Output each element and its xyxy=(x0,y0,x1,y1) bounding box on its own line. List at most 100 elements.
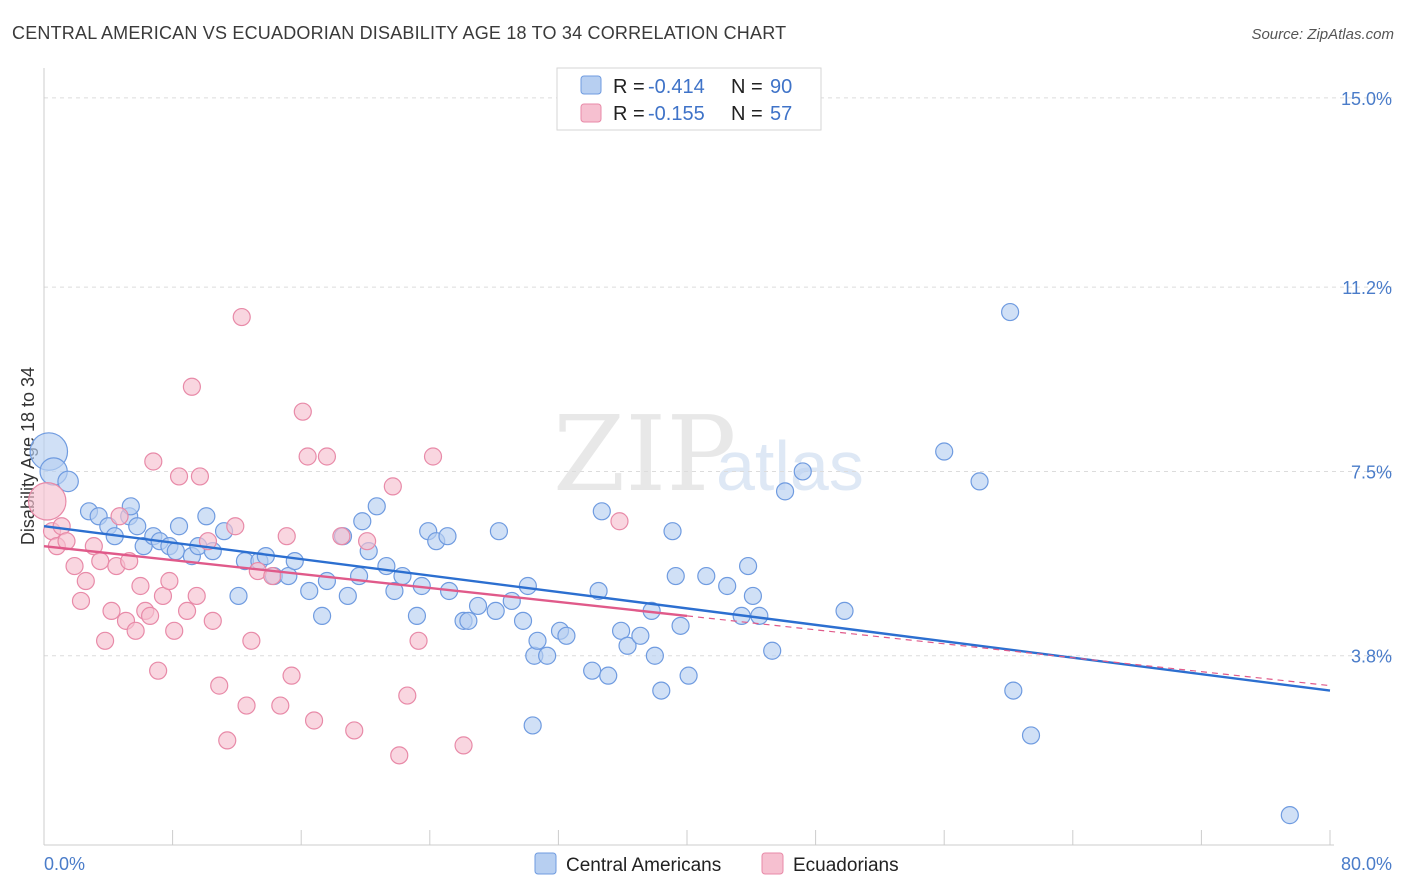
point-ecuadorian xyxy=(140,606,160,625)
trend-line-ecuadorians xyxy=(43,544,688,618)
point-ecuadorian xyxy=(383,477,402,496)
point-ecuadorian xyxy=(71,591,91,611)
legend-n-value-pink: 57 xyxy=(770,103,792,125)
point-central-american xyxy=(793,462,812,481)
point-central-american xyxy=(169,517,189,536)
point-ecuadorian xyxy=(298,447,317,466)
legend: R = -0.414 N = 90 R = -0.155 N = 57 xyxy=(556,67,822,131)
point-ecuadorian xyxy=(91,551,110,571)
trend-lines xyxy=(43,525,1331,692)
gridlines xyxy=(44,97,1392,657)
point-ecuadorian xyxy=(242,631,261,650)
legend-r-value-pink: -0.155 xyxy=(648,103,705,125)
point-ecuadorian xyxy=(153,586,173,606)
point-central-american xyxy=(718,576,737,596)
point-central-american xyxy=(468,596,488,616)
legend-r-value-blue: -0.414 xyxy=(648,76,705,98)
y-tick-label: 3.8% xyxy=(1351,647,1392,667)
legend-swatch-blue xyxy=(580,75,602,95)
point-central-american xyxy=(166,542,185,561)
point-central-american xyxy=(538,646,557,665)
point-central-american xyxy=(128,517,147,536)
point-ecuadorian xyxy=(271,696,290,715)
point-ecuadorian xyxy=(182,377,201,396)
point-ecuadorian xyxy=(317,447,337,466)
point-central-american xyxy=(486,601,505,621)
chart-title: CENTRAL AMERICAN VS ECUADORIAN DISABILIT… xyxy=(12,23,786,43)
point-central-american xyxy=(1021,726,1041,745)
point-central-american xyxy=(367,497,386,516)
point-central-american xyxy=(300,581,319,601)
point-ecuadorian xyxy=(282,666,301,685)
legend-r-label-pink: R = xyxy=(613,103,645,125)
point-central-american xyxy=(285,551,304,571)
point-central-american xyxy=(970,472,989,491)
point-central-american xyxy=(763,641,782,660)
point-central-american xyxy=(57,470,79,493)
point-central-american xyxy=(1280,806,1299,825)
point-central-american xyxy=(523,716,542,735)
point-ecuadorian xyxy=(304,711,324,730)
point-ecuadorian xyxy=(95,631,115,650)
x-tick-label-min: 0.0% xyxy=(44,854,85,874)
point-central-american xyxy=(312,606,332,625)
point-central-american xyxy=(618,636,637,655)
point-central-american xyxy=(935,442,954,461)
point-central-american xyxy=(663,522,682,541)
point-ecuadorian xyxy=(165,621,184,640)
point-central-american xyxy=(385,581,404,601)
point-central-american xyxy=(589,581,608,601)
point-central-american xyxy=(679,666,698,685)
point-central-american xyxy=(502,591,521,611)
point-central-american xyxy=(775,482,795,501)
point-ecuadorian xyxy=(110,507,129,526)
point-ecuadorian xyxy=(210,676,229,695)
point-ecuadorian xyxy=(160,571,179,591)
point-central-american xyxy=(518,576,537,596)
chart-source: Source: ZipAtlas.com xyxy=(1251,26,1394,43)
point-ecuadorian xyxy=(398,686,417,705)
point-central-american xyxy=(438,527,457,546)
point-central-american xyxy=(611,621,631,640)
point-ecuadorian xyxy=(126,621,145,640)
point-ecuadorian xyxy=(237,696,256,715)
point-central-american xyxy=(489,522,509,541)
point-ecuadorian xyxy=(198,532,218,551)
point-ecuadorian xyxy=(190,467,210,486)
point-central-american xyxy=(459,611,478,630)
bottom-legend-label-pink: Ecuadorians xyxy=(793,855,899,876)
point-central-american xyxy=(353,512,372,531)
point-ecuadorian xyxy=(423,447,443,466)
trend-line-central-americans xyxy=(43,525,1331,692)
point-ecuadorian xyxy=(454,736,473,755)
point-central-american xyxy=(557,626,576,645)
point-ecuadorian xyxy=(277,527,296,546)
point-central-american xyxy=(599,666,618,685)
point-central-american xyxy=(407,606,427,625)
point-central-american xyxy=(528,631,547,650)
bottom-legend: Central Americans Ecuadorians xyxy=(534,852,899,876)
point-ecuadorian xyxy=(144,452,163,471)
legend-n-value-blue: 90 xyxy=(770,76,792,98)
point-ecuadorian xyxy=(226,517,245,536)
legend-r-label-blue: R = xyxy=(613,76,645,98)
watermark-zip: ZIP xyxy=(553,393,736,515)
y-tick-label: 15.0% xyxy=(1341,89,1392,109)
bottom-legend-swatch-blue xyxy=(534,852,557,875)
point-ecuadorian xyxy=(332,527,351,546)
point-central-american xyxy=(743,586,763,606)
point-ecuadorian xyxy=(218,731,237,750)
point-central-american xyxy=(513,611,533,630)
point-central-american xyxy=(583,661,602,680)
point-central-american xyxy=(738,556,758,576)
point-central-american xyxy=(377,556,396,576)
point-central-american xyxy=(645,646,664,665)
point-ecuadorian xyxy=(187,586,206,606)
point-central-american xyxy=(592,502,611,521)
point-ecuadorian xyxy=(409,631,428,650)
point-ecuadorian xyxy=(76,571,95,591)
point-central-american xyxy=(197,507,216,526)
point-ecuadorian xyxy=(65,556,84,576)
point-ecuadorian xyxy=(169,467,189,486)
